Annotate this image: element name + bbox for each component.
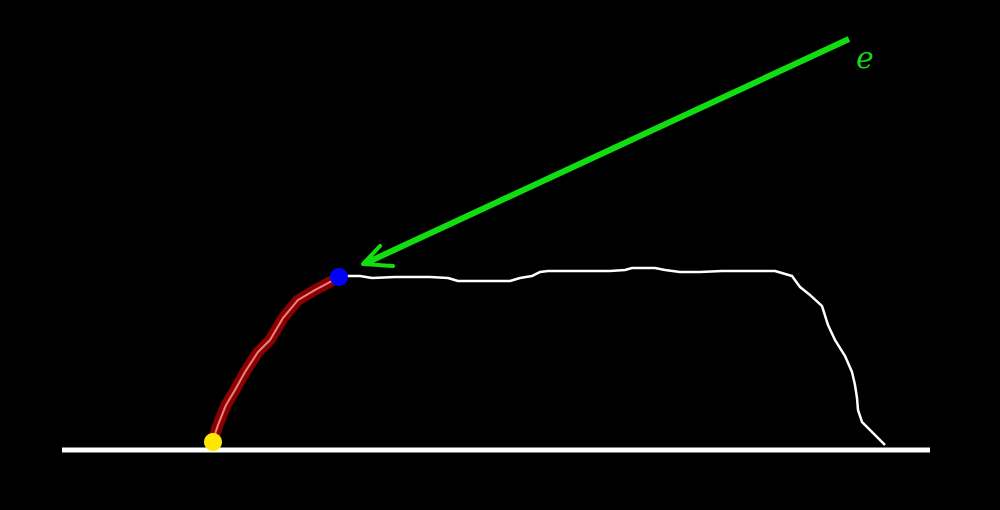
arrow-label: e xyxy=(856,41,874,76)
highlighted-segment xyxy=(206,270,346,449)
highlighted-segment-core xyxy=(211,275,341,444)
start-point xyxy=(204,433,222,451)
end-point xyxy=(330,268,348,286)
arrow-head xyxy=(361,244,395,268)
arrow-shaft xyxy=(364,36,851,266)
